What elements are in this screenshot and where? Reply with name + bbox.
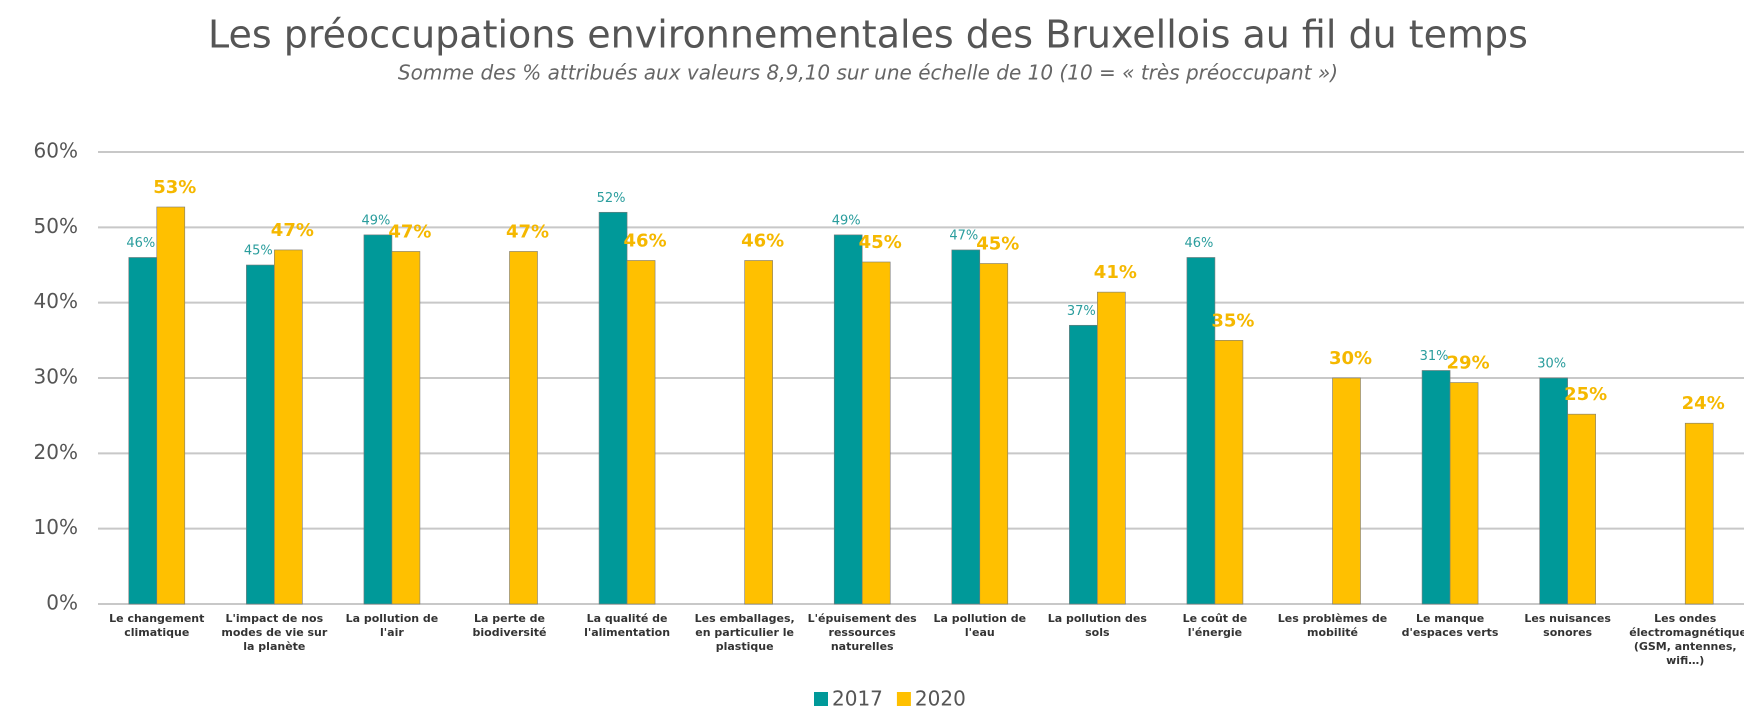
y-tick-label: 10% (34, 515, 78, 539)
data-label: 45% (244, 244, 273, 259)
legend-label: 2020 (915, 687, 966, 711)
data-label: 41% (1094, 262, 1137, 283)
bar (861, 261, 891, 605)
chart-subtitle: Somme des % attribués aux valeurs 8,9,10… (398, 61, 1338, 85)
data-label: 53% (153, 177, 196, 198)
y-tick-label: 0% (46, 591, 78, 615)
y-tick-label: 30% (34, 365, 78, 389)
data-label: 47% (388, 221, 431, 242)
y-tick-label: 40% (34, 289, 78, 313)
x-tick-label: Le coût de l'énergie (1182, 612, 1248, 639)
data-label: 52% (597, 191, 626, 206)
data-label: 25% (1564, 384, 1607, 405)
bar (1539, 377, 1568, 605)
bar (598, 211, 628, 605)
data-label: 46% (624, 230, 667, 251)
data-label: 30% (1537, 357, 1566, 372)
x-tick-label: La perte de biodiversité (472, 612, 547, 639)
bar (951, 249, 981, 605)
x-tick-label: Les problèmes de mobilité (1277, 612, 1388, 639)
bar (156, 206, 186, 605)
bar (128, 257, 158, 605)
bar (979, 263, 1009, 605)
x-tick-label: L'impact de nos modes de vie sur la plan… (221, 612, 328, 653)
bar (833, 234, 863, 605)
y-tick-label: 50% (34, 214, 78, 238)
bar (1214, 340, 1244, 605)
data-label: 47% (506, 221, 549, 242)
data-label: 45% (976, 233, 1019, 254)
chart-title: Les préoccupations environnementales des… (208, 13, 1528, 57)
bar (1069, 324, 1098, 605)
data-label: 49% (361, 213, 390, 228)
x-tick-label: L'épuisement des ressources naturelles (807, 612, 917, 653)
bar (391, 251, 421, 605)
data-label: 35% (1211, 310, 1254, 331)
x-tick-label: La pollution de l'eau (933, 612, 1027, 639)
x-tick-label: La pollution des sols (1047, 612, 1147, 639)
bar (1332, 377, 1361, 605)
x-tick-label: Les emballages, en particulier le plasti… (694, 612, 795, 653)
bar (363, 234, 393, 605)
bar (1421, 370, 1451, 605)
bar (246, 264, 275, 605)
bar (1684, 422, 1714, 605)
y-tick-label: 60% (34, 139, 78, 163)
x-tick-label: Les nuisances sonores (1524, 612, 1611, 639)
data-label: 46% (126, 236, 155, 251)
data-label: 31% (1420, 349, 1449, 364)
data-label: 47% (271, 220, 314, 241)
bar (744, 260, 773, 605)
legend-swatch (896, 692, 911, 706)
bar (274, 249, 303, 605)
data-label: 46% (741, 230, 784, 251)
data-label: 47% (949, 228, 978, 243)
bar (1567, 413, 1596, 605)
bar (509, 251, 538, 605)
legend-label: 2017 (832, 687, 883, 711)
bar (1186, 257, 1216, 605)
bar (626, 260, 656, 605)
x-tick-label: Le manque d'espaces verts (1401, 612, 1499, 639)
data-label: 37% (1067, 304, 1096, 319)
bar (1449, 382, 1479, 605)
x-tick-label: Le changement climatique (109, 612, 205, 639)
bar (1097, 291, 1126, 605)
x-tick-label: La pollution de l'air (345, 612, 439, 639)
legend-swatch (814, 692, 828, 706)
x-tick-label: La qualité de l'alimentation (584, 612, 671, 639)
data-label: 24% (1682, 393, 1725, 414)
y-tick-label: 20% (34, 440, 78, 464)
data-label: 49% (832, 213, 861, 228)
data-label: 46% (1184, 236, 1213, 251)
data-label: 30% (1329, 348, 1372, 369)
x-tick-label: Les ondes électromagnétiques (GSM, anten… (1629, 612, 1744, 667)
data-label: 29% (1447, 353, 1490, 374)
data-label: 45% (859, 232, 902, 253)
